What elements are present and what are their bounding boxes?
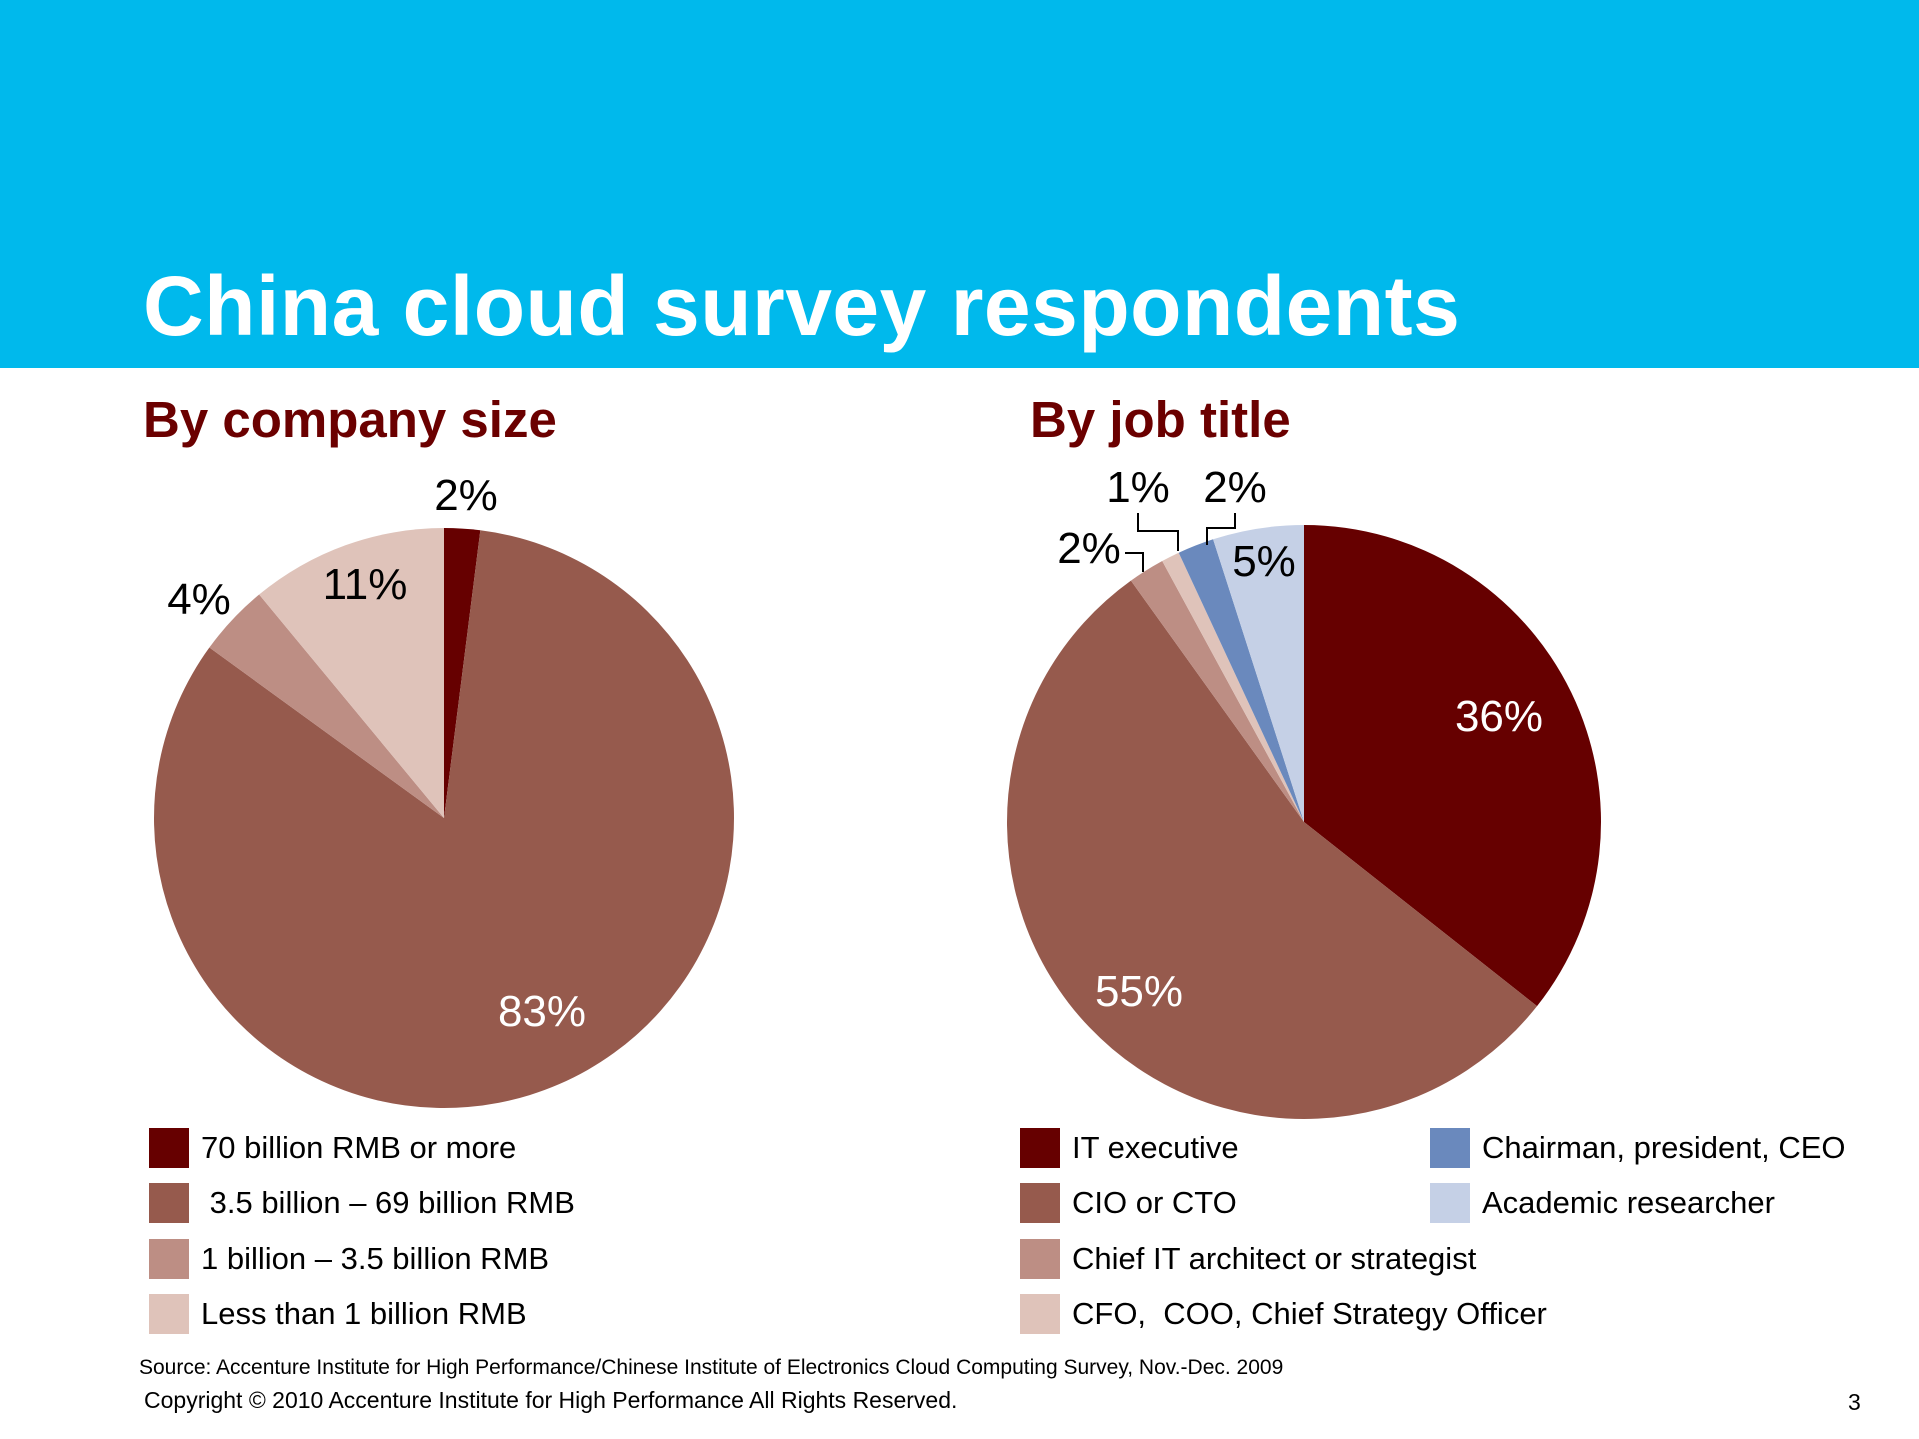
- legend-item-cio-cto: CIO or CTO: [1020, 1181, 1237, 1225]
- legend-swatch: [149, 1239, 189, 1279]
- legend-swatch: [1430, 1183, 1470, 1223]
- pie-1-data-label-0: 36%: [1455, 692, 1543, 741]
- legend-label: 3.5 billion – 69 billion RMB: [201, 1185, 575, 1220]
- copyright-notice: Copyright © 2010 Accenture Institute for…: [144, 1387, 958, 1413]
- pie-1-leader-line-3: [1137, 513, 1179, 551]
- pie-1-leader-line-2: [1125, 552, 1144, 572]
- legend-swatch: [1020, 1294, 1060, 1334]
- pie-1-slice-0: [1304, 525, 1602, 1007]
- title-banner: [0, 0, 1919, 368]
- legend-label: IT executive: [1072, 1130, 1239, 1165]
- company-size-chart-title: By company size: [143, 391, 557, 448]
- pie-1-data-label-5: 5%: [1232, 537, 1296, 586]
- legend-item-company-70b: 70 billion RMB or more: [149, 1126, 516, 1170]
- legend-item-chairman-ceo: Chairman, president, CEO: [1430, 1126, 1846, 1170]
- legend-item-company-1b-3-5b: 1 billion – 3.5 billion RMB: [149, 1237, 549, 1281]
- legend-item-chief-it-architect: Chief IT architect or strategist: [1020, 1237, 1476, 1281]
- pie-1-slice-1: [1006, 580, 1538, 1119]
- job-title-chart-title: By job title: [1030, 391, 1291, 448]
- legend-label: Academic researcher: [1482, 1185, 1775, 1220]
- pie-0-slice-3: [259, 528, 444, 818]
- legend-swatch: [1020, 1239, 1060, 1279]
- legend-item-it-executive: IT executive: [1020, 1126, 1239, 1170]
- legend-label: 70 billion RMB or more: [201, 1130, 517, 1165]
- slide-title: China cloud survey respondents: [143, 259, 1461, 353]
- pie-0-slice-1: [153, 530, 735, 1108]
- legend-swatch: [1020, 1183, 1060, 1223]
- source-note: Source: Accenture Institute for High Per…: [139, 1356, 1284, 1379]
- pie-0-data-label-3: 11%: [323, 560, 408, 609]
- legend-swatch: [1020, 1128, 1060, 1168]
- legend-label: CFO, COO, Chief Strategy Officer: [1072, 1296, 1547, 1331]
- legend-label: Less than 1 billion RMB: [201, 1296, 527, 1331]
- legend-swatch: [149, 1294, 189, 1334]
- pie-1-leader-line-4: [1206, 513, 1236, 545]
- pie-0-data-label-2: 4%: [167, 575, 231, 624]
- legend-label: Chairman, president, CEO: [1482, 1130, 1846, 1165]
- legend-item-cfo-coo: CFO, COO, Chief Strategy Officer: [1020, 1292, 1547, 1336]
- pie-1-slice-3: [1162, 552, 1304, 822]
- legend-item-academic-researcher: Academic researcher: [1430, 1181, 1775, 1225]
- legend-swatch: [149, 1183, 189, 1223]
- pie-1-slice-2: [1130, 561, 1304, 822]
- pie-1-data-label-4: 2%: [1203, 463, 1267, 512]
- pie-1-data-label-2: 2%: [1057, 524, 1121, 573]
- pie-1-slice-5: [1213, 525, 1304, 822]
- pie-1-data-label-3: 1%: [1106, 463, 1170, 512]
- legend-swatch: [1430, 1128, 1470, 1168]
- pie-0-slice-2: [209, 594, 444, 818]
- legend-item-company-3-5b-69b: 3.5 billion – 69 billion RMB: [149, 1181, 575, 1225]
- pie-0-data-label-1: 83%: [498, 987, 586, 1036]
- legend-swatch: [149, 1128, 189, 1168]
- pie-0-data-label-0: 2%: [434, 471, 498, 520]
- page-number: 3: [1848, 1389, 1861, 1415]
- pie-1-slice-4: [1178, 539, 1304, 822]
- legend-label: Chief IT architect or strategist: [1072, 1241, 1477, 1276]
- pie-1-data-label-1: 55%: [1095, 967, 1183, 1016]
- legend-label: 1 billion – 3.5 billion RMB: [201, 1241, 550, 1276]
- legend-item-company-less-1b: Less than 1 billion RMB: [149, 1292, 527, 1336]
- legend-label: CIO or CTO: [1072, 1185, 1237, 1220]
- pie-0-slice-0: [444, 528, 481, 818]
